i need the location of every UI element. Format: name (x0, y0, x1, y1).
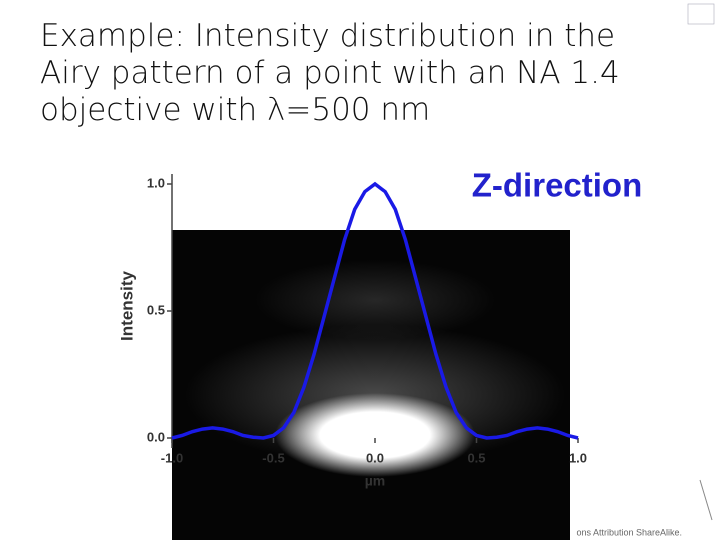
y-tick-label: 1.0 (147, 175, 165, 190)
x-tick-label: -1.0 (161, 450, 183, 465)
psf-halo (255, 260, 495, 340)
line-series (171, 181, 579, 440)
slide-title: Example: Intensity distribution in the A… (40, 18, 620, 128)
y-tick-label: 0.0 (147, 429, 165, 444)
y-axis-label: Intensity (117, 271, 136, 341)
x-tick-label: 0.0 (366, 450, 384, 465)
psf-core (275, 393, 475, 477)
x-tick-label: 1.0 (569, 450, 587, 465)
x-axis-label: µm (365, 473, 386, 489)
x-tick-label: 0.5 (467, 450, 485, 465)
x-tick-label: -0.5 (262, 450, 284, 465)
y-tick-label: 0.5 (147, 302, 165, 317)
footer: ons Attribution ShareAlike. (576, 527, 682, 537)
annotation: Z-direction (472, 167, 643, 204)
logo (687, 3, 715, 521)
